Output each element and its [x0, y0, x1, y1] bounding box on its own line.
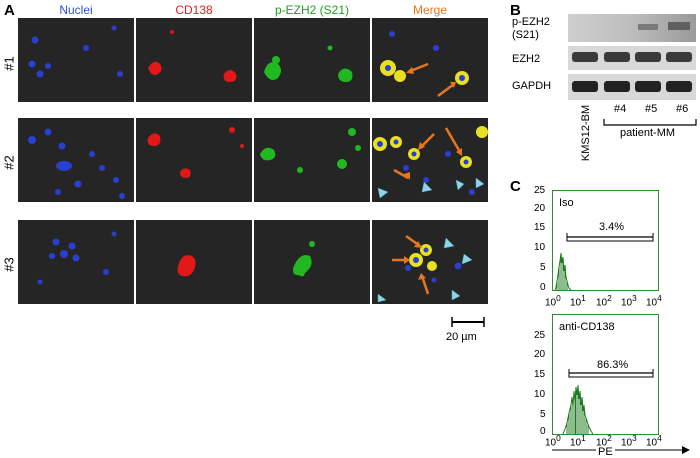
band-label-ezh2: EZH2 — [512, 53, 541, 65]
micrograph-row3-cd138 — [136, 220, 252, 304]
hist2-xtick-4: 104 — [646, 433, 662, 449]
hist2-xtick-0: 100 — [545, 433, 561, 449]
row-label-3: #3 — [1, 257, 17, 272]
column-header-merge: Merge — [412, 3, 447, 17]
histogram-anti-cd138: anti-CD138 86.3% — [552, 314, 659, 435]
band-label-p-ezh2: p-EZH2 — [512, 16, 550, 28]
micrograph-row3-p-ezh2 — [254, 220, 370, 304]
hist1-ytick-20: 20 — [534, 203, 546, 214]
micrograph-row3-nuclei — [18, 220, 134, 304]
row-label-2: #2 — [1, 155, 17, 170]
hist2-ytick-5: 5 — [540, 409, 546, 420]
hist1-ytick-15: 15 — [534, 222, 546, 233]
band-label-gapdh: GAPDH — [512, 80, 552, 92]
micrograph-row3-merge — [372, 220, 488, 304]
hist1-xtick-1: 101 — [570, 293, 586, 309]
hist2-xtick-2: 102 — [596, 433, 612, 449]
hist2-xtick-3: 103 — [621, 433, 637, 449]
western-blot — [568, 14, 696, 100]
histogram-iso: Iso 3.4% — [552, 190, 659, 291]
hist2-xtick-1: 101 — [570, 433, 586, 449]
hist1-ytick-5: 5 — [540, 262, 546, 273]
histogram-anti-cd138-label: anti-CD138 — [559, 321, 615, 333]
micrograph-row2-cd138 — [136, 118, 252, 202]
hist2-ytick-25: 25 — [534, 330, 546, 341]
micrograph-row1-merge — [372, 18, 488, 102]
scale-bar — [451, 317, 485, 327]
histogram-iso-plot — [554, 233, 654, 290]
hist1-ytick-0: 0 — [540, 282, 546, 293]
histogram-iso-percent: 3.4% — [599, 221, 625, 233]
micrograph-row2-merge — [372, 118, 488, 202]
micrograph-row2-nuclei — [18, 118, 134, 202]
hist2-ytick-15: 15 — [534, 369, 546, 380]
panel-a-letter: A — [4, 2, 15, 19]
lane-label-4: #4 — [614, 103, 627, 115]
column-header-cd138: CD138 — [175, 3, 213, 17]
column-header-nuclei: Nuclei — [59, 3, 93, 17]
column-header-p-ezh2: p-EZH2 (S21) — [274, 3, 350, 17]
histogram-anti-cd138-percent: 86.3% — [597, 359, 629, 371]
hist1-xtick-0: 100 — [545, 293, 561, 309]
group-label-patient-mm: patient-MM — [620, 127, 676, 139]
pe-axis-label: PE — [596, 446, 615, 458]
micrograph-row1-cd138 — [136, 18, 252, 102]
band-label-s21: (S21) — [512, 29, 539, 41]
lane-label-6: #6 — [676, 103, 689, 115]
hist1-xtick-3: 103 — [621, 293, 637, 309]
micrograph-row2-p-ezh2 — [254, 118, 370, 202]
hist2-ytick-20: 20 — [534, 349, 546, 360]
hist1-xtick-4: 104 — [646, 293, 662, 309]
hist1-ytick-25: 25 — [534, 185, 546, 196]
lane-label-kms12-bm: KMS12-BM — [580, 104, 592, 162]
row-label-1: #1 — [1, 56, 17, 71]
hist1-ytick-10: 10 — [534, 242, 546, 253]
micrograph-row1-nuclei — [18, 18, 134, 102]
histogram-anti-cd138-plot — [562, 369, 654, 434]
micrograph-row1-p-ezh2 — [254, 18, 370, 102]
pe-axis-arrow — [552, 446, 690, 454]
hist2-ytick-10: 10 — [534, 389, 546, 400]
lane-label-5: #5 — [645, 103, 658, 115]
hist2-ytick-0: 0 — [540, 426, 546, 437]
panel-c-letter: C — [510, 178, 521, 195]
histogram-iso-label: Iso — [559, 197, 574, 209]
panel-b-letter: B — [510, 2, 521, 19]
hist1-xtick-2: 102 — [596, 293, 612, 309]
patient-bracket — [603, 119, 697, 126]
scale-bar-label: 20 µm — [446, 331, 477, 343]
